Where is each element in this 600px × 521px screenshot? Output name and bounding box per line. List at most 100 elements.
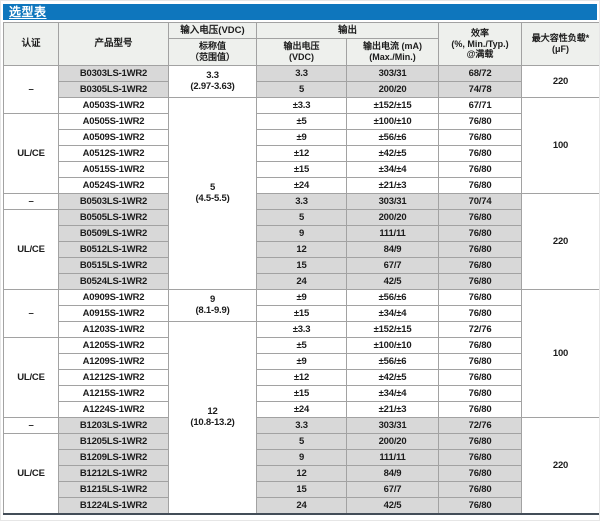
product-model-cell: B0503LS-1WR2 (58, 193, 169, 210)
efficiency-cell: 76/80 (438, 465, 523, 482)
output-voltage-cell: ±15 (256, 161, 347, 178)
output-voltage-cell: ±5 (256, 113, 347, 130)
output-current-cell: 84/9 (345, 241, 440, 258)
efficiency-cell: 76/80 (438, 129, 523, 146)
output-current-cell: 67/7 (345, 481, 440, 498)
certification-cell: UL/CE (3, 433, 59, 515)
output-voltage-cell: 3.3 (256, 417, 347, 434)
certification-cell: – (3, 193, 59, 210)
efficiency-cell: 76/80 (438, 369, 523, 386)
output-voltage-cell: ±12 (256, 145, 347, 162)
table-row: – B1203LS-1WR2 3.3 303/31 72/76 220 (3, 417, 599, 515)
product-model-cell: B1224LS-1WR2 (58, 497, 169, 515)
output-current-cell: ±42/±5 (345, 369, 440, 386)
product-model-cell: B1209LS-1WR2 (58, 449, 169, 466)
efficiency-cell: 76/80 (438, 497, 523, 515)
output-voltage-cell: ±15 (256, 305, 347, 322)
output-voltage-cell: 24 (256, 497, 347, 515)
table-row: A0509S-1WR2 ±9 ±56/±6 76/80 (4, 129, 600, 146)
table-row: A0515S-1WR2 ±15 ±34/±4 76/80 (4, 161, 600, 178)
table-row: UL/CE B0505LS-1WR2 5 200/20 76/80 (3, 209, 600, 290)
output-current-cell: 67/7 (345, 257, 440, 274)
output-voltage-cell: ±15 (256, 385, 347, 402)
header-input-nominal-line1: 标称值 (198, 41, 226, 52)
input-voltage-cell: 9 (8.1-9.9) (168, 289, 257, 322)
efficiency-cell: 76/80 (438, 145, 523, 162)
certification-cell: UL/CE (3, 209, 59, 290)
efficiency-cell: 70/74 (438, 193, 523, 210)
efficiency-cell: 76/80 (438, 177, 523, 194)
efficiency-cell: 74/78 (438, 81, 523, 98)
table-row: B0512LS-1WR2 12 84/9 76/80 (4, 241, 600, 258)
product-model-cell: B0303LS-1WR2 (58, 65, 169, 82)
efficiency-cell: 76/80 (438, 353, 523, 370)
input-voltage-cell: 5 (4.5-5.5) (168, 97, 257, 290)
output-current-cell: 303/31 (345, 417, 440, 434)
efficiency-cell: 72/76 (438, 417, 523, 434)
table-row: A1212S-1WR2 ±12 ±42/±5 76/80 (4, 369, 600, 386)
input-voltage-range: (10.8-13.2) (190, 416, 235, 428)
output-voltage-cell: 5 (256, 209, 347, 226)
output-voltage-cell: ±5 (256, 337, 347, 354)
efficiency-cell: 76/80 (438, 209, 523, 226)
product-model-cell: A1209S-1WR2 (58, 353, 169, 370)
product-model-cell: B0305LS-1WR2 (58, 81, 169, 98)
output-current-cell: 42/5 (345, 497, 440, 515)
efficiency-cell: 76/80 (438, 481, 523, 498)
output-voltage-cell: ±3.3 (256, 97, 347, 114)
product-model-cell: A0512S-1WR2 (58, 145, 169, 162)
max-cap-load-cell: 220 (521, 417, 599, 515)
output-voltage-cell: ±12 (256, 369, 347, 386)
header-input-nominal-line2: （范围值） (189, 52, 235, 62)
input-voltage-range: (8.1-9.9) (195, 304, 230, 316)
efficiency-cell: 76/80 (438, 241, 523, 258)
product-model-cell: B1203LS-1WR2 (58, 417, 169, 434)
output-current-cell: ±34/±4 (345, 305, 440, 322)
product-model-cell: A1224S-1WR2 (58, 401, 169, 418)
max-cap-load-cell: 100 (521, 289, 599, 418)
table-header: 认证 产品型号 输入电压(VDC) 输出 效率 (%, Min./Typ.) @… (3, 22, 599, 66)
efficiency-cell: 76/80 (438, 433, 523, 450)
output-voltage-cell: ±3.3 (256, 321, 347, 338)
output-voltage-cell: ±9 (256, 289, 347, 306)
input-voltage-cell: 12 (10.8-13.2) (168, 321, 257, 515)
product-model-cell: A0509S-1WR2 (58, 129, 169, 146)
table-row: A1209S-1WR2 ±9 ±56/±6 76/80 (4, 353, 600, 370)
table-row: – B0503LS-1WR2 3.3 303/31 70/74 220 (3, 193, 599, 290)
table-row: B0509LS-1WR2 9 111/11 76/80 (4, 225, 600, 242)
table-row: B1209LS-1WR2 9 111/11 76/80 (4, 449, 600, 466)
input-voltage-range: (2.97-3.63) (190, 80, 235, 92)
output-current-cell: 42/5 (345, 273, 440, 290)
header-product-model: 产品型号 (58, 22, 169, 66)
output-voltage-cell: 12 (256, 241, 347, 258)
efficiency-cell: 76/80 (438, 305, 523, 322)
output-current-cell: ±21/±3 (345, 401, 440, 418)
output-voltage-cell: ±9 (256, 129, 347, 146)
certification-cell: UL/CE (3, 113, 59, 194)
product-model-cell: B0512LS-1WR2 (58, 241, 169, 258)
efficiency-cell: 76/80 (438, 385, 523, 402)
table-row: A0503S-1WR2 5 (4.5-5.5) ±3.3 ±152/±15 67/71 10… (4, 97, 599, 290)
header-output-current: 输出电流 (mA) (Max./Min.) (345, 38, 440, 66)
output-current-cell: 84/9 (345, 465, 440, 482)
efficiency-cell: 72/76 (438, 321, 523, 338)
header-output: 输出 (255, 22, 440, 39)
efficiency-cell: 76/80 (438, 225, 523, 242)
efficiency-cell: 76/80 (438, 113, 523, 130)
product-model-cell: A0909S-1WR2 (58, 289, 169, 306)
output-current-cell: ±56/±6 (345, 353, 440, 370)
output-current-cell: ±56/±6 (345, 289, 440, 306)
output-current-cell: 111/11 (345, 225, 440, 242)
output-current-cell: ±34/±4 (345, 385, 440, 402)
output-current-cell: ±100/±10 (345, 337, 440, 354)
efficiency-cell: 76/80 (438, 337, 523, 354)
output-current-cell: 303/31 (345, 193, 440, 210)
efficiency-cell: 76/80 (438, 273, 523, 290)
output-current-cell: 200/20 (345, 81, 440, 98)
product-model-cell: B1215LS-1WR2 (58, 481, 169, 498)
efficiency-cell: 76/80 (438, 161, 523, 178)
table-row: A1224S-1WR2 ±24 ±21/±3 76/80 (4, 401, 600, 418)
output-voltage-cell: 3.3 (256, 65, 347, 82)
output-voltage-cell: 15 (256, 481, 347, 498)
header-output-voltage-line1: 输出电压 (283, 41, 320, 52)
